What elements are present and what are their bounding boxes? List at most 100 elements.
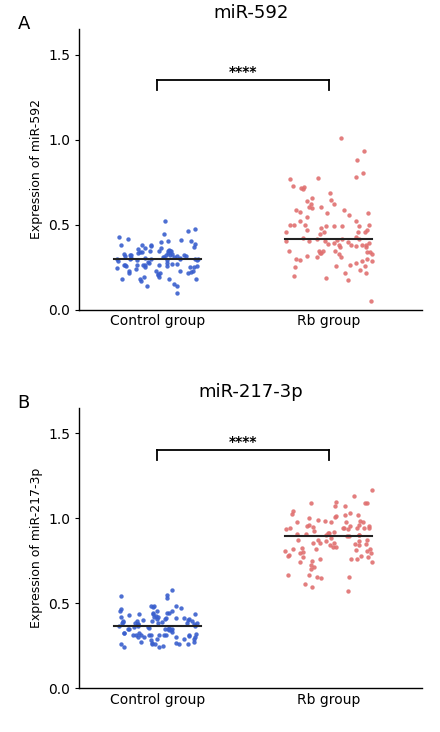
Point xyxy=(134,616,141,627)
Point xyxy=(355,534,362,546)
Point xyxy=(305,569,312,581)
Point xyxy=(369,556,376,567)
Point xyxy=(149,638,156,649)
Point xyxy=(167,245,174,257)
Point xyxy=(148,240,155,252)
Point xyxy=(136,627,143,639)
Point xyxy=(309,202,316,214)
Point xyxy=(285,550,292,561)
Point xyxy=(155,260,162,272)
Point xyxy=(173,287,180,299)
Point xyxy=(331,526,338,537)
Point xyxy=(137,274,144,286)
Point xyxy=(156,266,163,278)
Point xyxy=(297,182,304,194)
Point xyxy=(139,246,146,258)
Point xyxy=(323,535,330,547)
Point xyxy=(120,615,127,627)
Point xyxy=(292,261,299,272)
Point xyxy=(342,516,349,528)
Point xyxy=(359,516,366,528)
Point xyxy=(160,640,167,652)
Point xyxy=(139,614,146,626)
Point xyxy=(308,563,315,575)
Point xyxy=(148,638,155,649)
Point xyxy=(333,496,340,508)
Point xyxy=(186,630,193,642)
Point xyxy=(123,261,130,272)
Point xyxy=(142,242,149,254)
Point xyxy=(296,548,303,559)
Point xyxy=(330,198,337,210)
Point xyxy=(192,253,199,265)
Point xyxy=(322,515,329,527)
Point xyxy=(358,255,365,267)
Point xyxy=(286,173,293,185)
Point xyxy=(282,235,289,247)
Point xyxy=(289,543,296,555)
Point xyxy=(168,626,175,638)
Point xyxy=(139,239,146,251)
Point xyxy=(154,618,161,630)
Point xyxy=(361,522,368,534)
Point xyxy=(286,522,293,534)
Point xyxy=(135,618,142,630)
Point xyxy=(314,515,321,526)
Point xyxy=(121,259,128,271)
Point xyxy=(346,520,353,531)
Point xyxy=(306,201,313,213)
Point xyxy=(364,551,371,563)
Point xyxy=(341,522,348,534)
Point xyxy=(188,266,195,278)
Point xyxy=(325,528,332,539)
Title: miR-217-3p: miR-217-3p xyxy=(198,383,303,400)
Point xyxy=(185,614,192,626)
Point xyxy=(186,613,193,625)
Point xyxy=(188,615,195,627)
Point xyxy=(165,608,172,619)
Point xyxy=(190,619,197,630)
Point xyxy=(366,523,373,534)
Point xyxy=(282,226,289,238)
Point xyxy=(172,637,180,649)
Point xyxy=(308,555,315,567)
Point xyxy=(165,273,172,285)
Point xyxy=(342,267,349,279)
Point xyxy=(144,621,151,633)
Point xyxy=(354,154,361,166)
Point xyxy=(190,636,197,648)
Point xyxy=(172,600,179,611)
Point xyxy=(165,245,172,257)
Point xyxy=(350,490,357,502)
Point xyxy=(296,215,303,227)
Point xyxy=(286,220,293,231)
Point xyxy=(165,244,172,255)
Point xyxy=(348,553,355,564)
Point xyxy=(317,572,324,584)
Point xyxy=(172,632,179,643)
Point xyxy=(313,542,320,554)
Point xyxy=(345,571,352,583)
Point xyxy=(353,545,360,556)
Point xyxy=(363,246,370,258)
Point xyxy=(332,245,339,257)
Point xyxy=(367,547,374,559)
Point xyxy=(125,266,132,278)
Point xyxy=(344,274,351,286)
Point xyxy=(132,617,139,629)
Point xyxy=(138,630,145,641)
Point xyxy=(354,226,361,238)
Point xyxy=(154,611,161,623)
Point xyxy=(121,627,128,638)
Point xyxy=(363,534,370,546)
Point xyxy=(171,279,178,291)
Point xyxy=(344,523,351,534)
Point xyxy=(352,171,359,182)
Point xyxy=(314,534,321,546)
Point xyxy=(365,220,372,231)
Point xyxy=(323,220,330,232)
Point xyxy=(175,638,182,650)
Point xyxy=(145,630,152,641)
Point xyxy=(157,236,164,248)
Point xyxy=(162,613,169,625)
